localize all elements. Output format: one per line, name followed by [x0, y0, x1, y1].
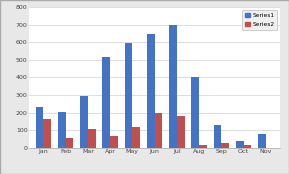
Bar	[199, 145, 207, 148]
Bar	[43, 119, 51, 148]
Bar	[214, 125, 221, 148]
Bar	[80, 96, 88, 148]
Bar	[169, 25, 177, 148]
Bar	[155, 113, 162, 148]
Bar	[66, 138, 73, 148]
Bar	[36, 107, 43, 148]
Bar	[102, 57, 110, 148]
Legend: Series1, Series2: Series1, Series2	[242, 10, 277, 30]
Bar	[244, 145, 251, 148]
Bar	[88, 129, 96, 148]
Bar	[58, 112, 66, 148]
Bar	[221, 144, 229, 148]
Bar	[191, 77, 199, 148]
Bar	[125, 43, 132, 148]
Bar	[177, 116, 185, 148]
Bar	[236, 141, 244, 148]
Bar	[132, 127, 140, 148]
Bar	[147, 34, 155, 148]
Bar	[110, 136, 118, 148]
Bar	[258, 134, 266, 148]
